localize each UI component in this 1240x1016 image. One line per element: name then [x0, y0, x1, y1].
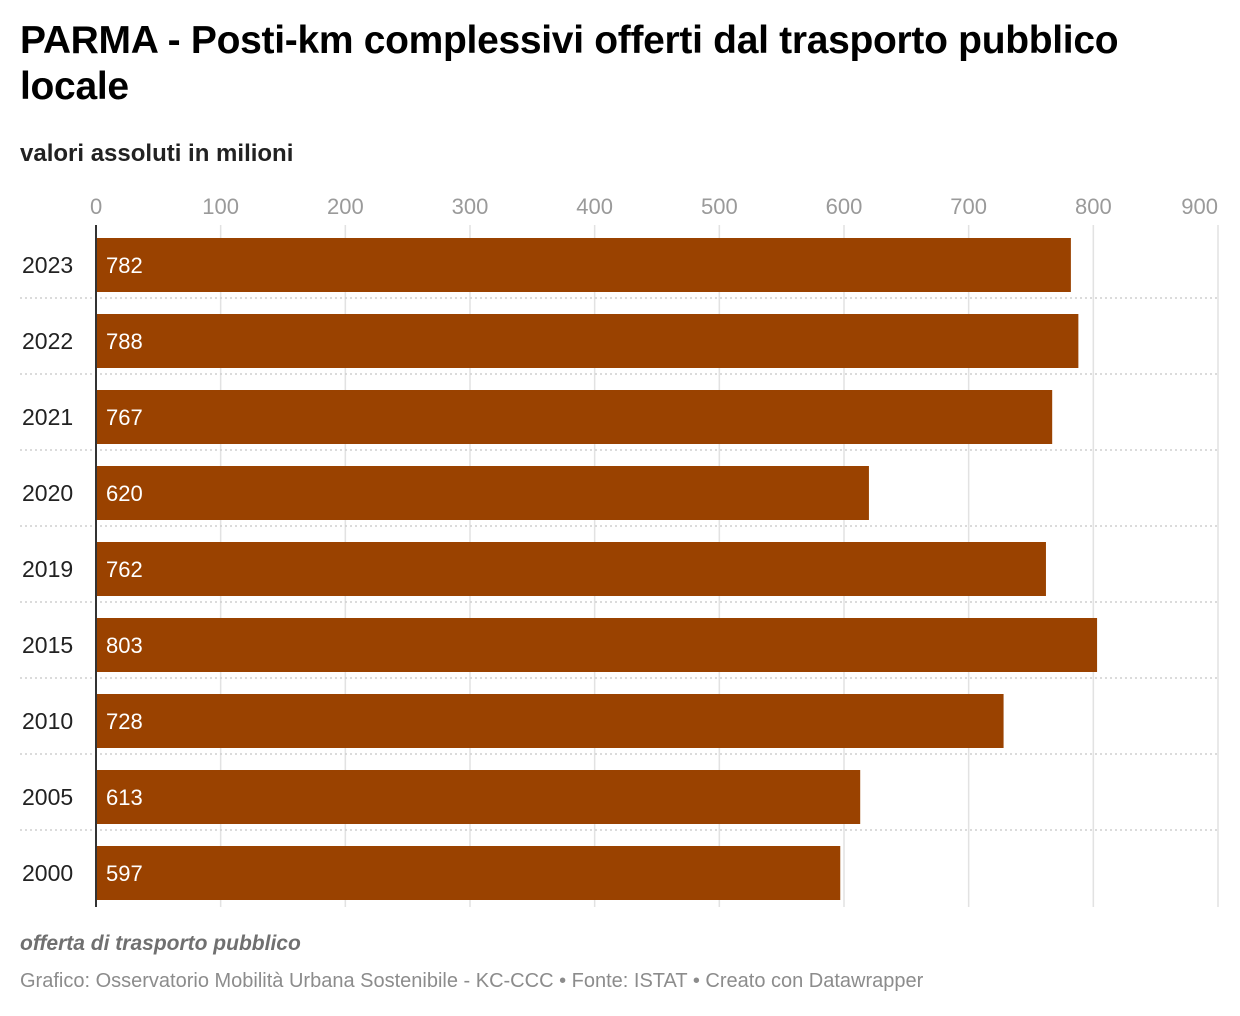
- category-label: 2005: [22, 784, 73, 810]
- category-label: 2023: [22, 252, 73, 278]
- byline-separator: •: [559, 970, 567, 992]
- x-tick-label: 900: [1181, 194, 1218, 219]
- x-tick-label: 100: [202, 194, 239, 219]
- bar: [96, 770, 861, 824]
- category-label: 2015: [22, 632, 73, 658]
- x-tick-label: 600: [826, 194, 863, 219]
- chart-title: PARMA - Posti-km complessivi offerti dal…: [20, 19, 1119, 108]
- category-label: 2000: [22, 860, 73, 886]
- bar: [96, 618, 1098, 672]
- chart-notes: offerta di trasporto pubblico: [20, 932, 301, 955]
- bar: [96, 390, 1053, 444]
- x-tick-label: 200: [327, 194, 364, 219]
- value-label: 620: [106, 481, 143, 506]
- bar: [96, 238, 1071, 292]
- bar: [96, 846, 841, 900]
- x-tick-label: 300: [452, 194, 489, 219]
- value-label: 788: [106, 329, 143, 354]
- x-tick-label: 800: [1075, 194, 1112, 219]
- category-label: 2022: [22, 328, 73, 354]
- x-tick-label: 400: [576, 194, 613, 219]
- value-label: 767: [106, 405, 143, 430]
- category-label: 2021: [22, 404, 73, 430]
- value-label: 613: [106, 785, 143, 810]
- chart-byline: Grafico: Osservatorio Mobilità Urbana So…: [20, 970, 923, 993]
- bar: [96, 314, 1079, 368]
- bar: [96, 542, 1046, 596]
- bar: [96, 466, 869, 520]
- bar-chart: 0 100 200 300 400 500 600 700 800 900 2023 782 2022 7…: [20, 194, 1219, 907]
- value-label: 728: [106, 709, 143, 734]
- byline-separator: •: [692, 970, 700, 992]
- source-text: Fonte: ISTAT: [571, 970, 688, 992]
- value-label: 597: [106, 861, 143, 886]
- value-label: 803: [106, 633, 143, 658]
- value-label: 782: [106, 253, 143, 278]
- category-label: 2019: [22, 556, 73, 582]
- category-label: 2020: [22, 480, 73, 506]
- x-tick-label: 0: [90, 194, 102, 219]
- category-label: 2010: [22, 708, 73, 734]
- x-tick-label: 500: [701, 194, 738, 219]
- chart-subtitle: valori assoluti in milioni: [20, 140, 294, 167]
- value-label: 762: [106, 557, 143, 582]
- made-with-text: Creato con Datawrapper: [705, 970, 924, 992]
- x-tick-label: 700: [950, 194, 987, 219]
- credit-text: Grafico: Osservatorio Mobilità Urbana So…: [20, 970, 554, 992]
- bar: [96, 694, 1004, 748]
